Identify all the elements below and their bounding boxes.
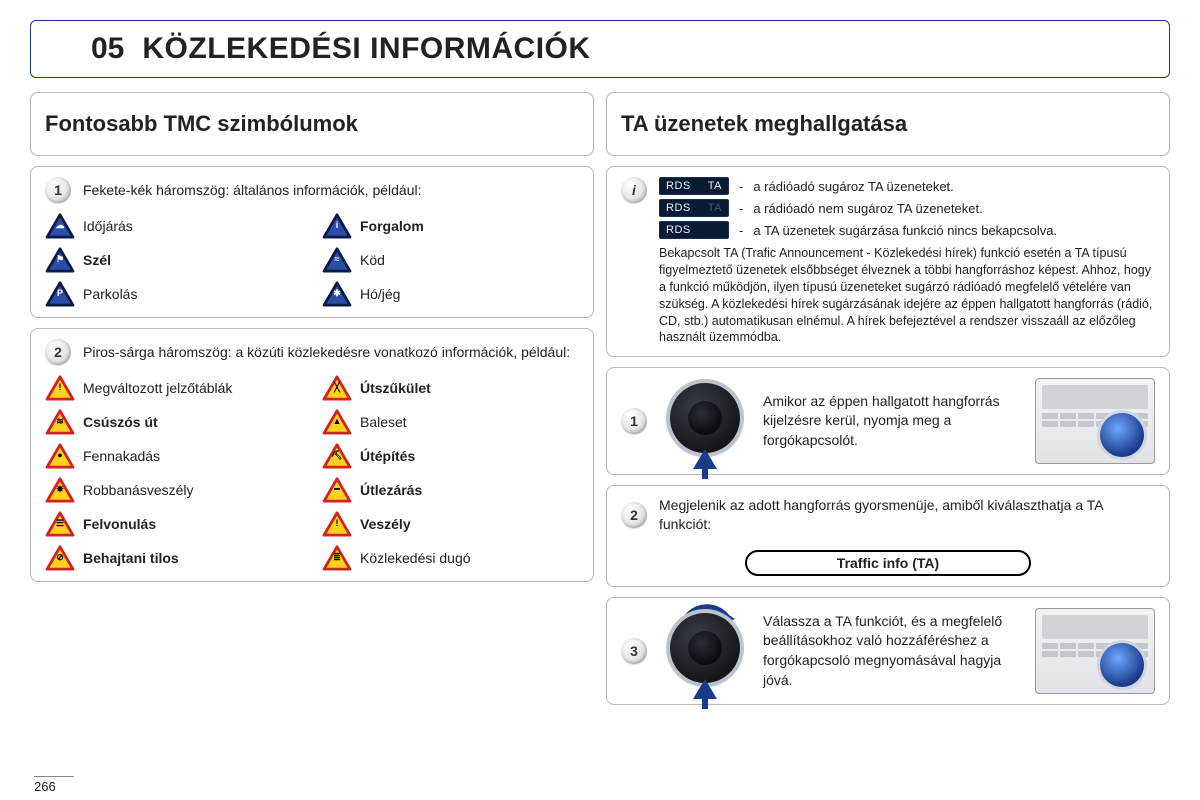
ta-step-3: 3 Válassza a TA funkciót, és a megfelelő… bbox=[606, 597, 1170, 705]
rds-badge: RDSTA bbox=[659, 199, 729, 217]
symbol-label: Felvonulás bbox=[83, 516, 156, 532]
symbol-label: Veszély bbox=[360, 516, 411, 532]
rds-desc: a rádióadó nem sugároz TA üzeneteket. bbox=[753, 201, 982, 216]
tmc-symbol-item: ╳ Útszűkület bbox=[322, 375, 579, 401]
tmc-section-2: 2 Piros-sárga háromszög: a közúti közlek… bbox=[30, 328, 594, 582]
tmc-symbol-item: i Forgalom bbox=[322, 213, 579, 239]
tmc-symbol-item: ⚑ Szél bbox=[45, 247, 302, 273]
step-badge-2: 2 bbox=[45, 339, 71, 365]
section-title: KÖZLEKEDÉSI INFORMÁCIÓK bbox=[142, 32, 590, 66]
symbol-label: Útépítés bbox=[360, 448, 415, 464]
tmc-symbol-item: ✱ Hó/jég bbox=[322, 281, 579, 307]
rds-badge: RDS bbox=[659, 221, 729, 239]
step1-badge: 1 bbox=[621, 408, 647, 434]
tmc-symbol-item: ☰ Felvonulás bbox=[45, 511, 302, 537]
tmc-symbol-item: ≋ Csúszós út bbox=[45, 409, 302, 435]
rds-desc: a rádióadó sugároz TA üzeneteket. bbox=[753, 179, 953, 194]
symbol-label: Robbanásveszély bbox=[83, 482, 194, 498]
triangle-icon: ! bbox=[45, 375, 75, 401]
tmc-symbol-item: ✸ Robbanásveszély bbox=[45, 477, 302, 503]
right-heading-panel: TA üzenetek meghallgatása bbox=[606, 92, 1170, 156]
tmc-symbol-item: ⊘ Behajtani tilos bbox=[45, 545, 302, 571]
rotary-knob-turn-icon bbox=[663, 609, 747, 693]
triangle-icon: ━ bbox=[322, 477, 352, 503]
step1-text: Amikor az éppen hallgatott hangforrás ki… bbox=[763, 392, 1019, 451]
triangle-icon: ⚑ bbox=[45, 247, 75, 273]
rds-desc: a TA üzenetek sugárzása funkció nincs be… bbox=[753, 223, 1057, 238]
triangle-icon: ≈ bbox=[322, 247, 352, 273]
triangle-icon: ! bbox=[322, 511, 352, 537]
ta-step-1: 1 Amikor az éppen hallgatott hangforrás … bbox=[606, 367, 1170, 475]
console-illustration bbox=[1035, 378, 1155, 464]
triangle-icon: ☰ bbox=[45, 511, 75, 537]
left-column: Fontosabb TMC szimbólumok 1 Fekete-kék h… bbox=[30, 92, 594, 705]
symbol-label: Hó/jég bbox=[360, 286, 400, 302]
section-number: 05 bbox=[91, 32, 124, 66]
symbol-label: Megváltozott jelzőtáblák bbox=[83, 380, 232, 396]
tmc-symbol-item: ▲ Baleset bbox=[322, 409, 579, 435]
info-badge: i bbox=[621, 177, 647, 203]
ta-info-panel: i RDSTA - a rádióadó sugároz TA üzenetek… bbox=[606, 166, 1170, 357]
triangle-icon: ⊘ bbox=[45, 545, 75, 571]
tmc-symbol-item: ⛏ Útépítés bbox=[322, 443, 579, 469]
ta-step-2: 2 Megjelenik az adott hangforrás gyorsme… bbox=[606, 485, 1170, 587]
rds-status-row: RDSTA - a rádióadó sugároz TA üzeneteket… bbox=[659, 177, 1155, 195]
step3-text: Válassza a TA funkciót, és a megfelelő b… bbox=[763, 612, 1019, 690]
triangle-icon: ≣ bbox=[322, 545, 352, 571]
tmc-symbol-item: ! Veszély bbox=[322, 511, 579, 537]
tmc-symbol-item: P Parkolás bbox=[45, 281, 302, 307]
traffic-info-pill: Traffic info (TA) bbox=[745, 550, 1031, 576]
triangle-icon: ≋ bbox=[45, 409, 75, 435]
rds-status-row: RDSTA - a rádióadó nem sugároz TA üzenet… bbox=[659, 199, 1155, 217]
tmc-symbol-item: ━ Útlezárás bbox=[322, 477, 579, 503]
symbol-label: Időjárás bbox=[83, 218, 133, 234]
section2-intro: Piros-sárga háromszög: a közúti közleked… bbox=[83, 343, 570, 362]
tmc-symbol-item: ● Fennakadás bbox=[45, 443, 302, 469]
right-heading: TA üzenetek meghallgatása bbox=[621, 111, 1155, 137]
section1-intro: Fekete-kék háromszög: általános informác… bbox=[83, 181, 422, 200]
triangle-icon: P bbox=[45, 281, 75, 307]
rds-status-row: RDS - a TA üzenetek sugárzása funkció ni… bbox=[659, 221, 1155, 239]
triangle-icon: ☁ bbox=[45, 213, 75, 239]
rotary-knob-icon bbox=[663, 379, 747, 463]
triangle-icon: ╳ bbox=[322, 375, 352, 401]
rds-badge: RDSTA bbox=[659, 177, 729, 195]
symbol-label: Parkolás bbox=[83, 286, 137, 302]
left-heading: Fontosabb TMC szimbólumok bbox=[45, 111, 579, 137]
step2-text: Megjelenik az adott hangforrás gyorsmenü… bbox=[659, 496, 1155, 534]
triangle-icon: ⛏ bbox=[322, 443, 352, 469]
symbol-label: Behajtani tilos bbox=[83, 550, 179, 566]
symbol-label: Köd bbox=[360, 252, 385, 268]
dash: - bbox=[739, 179, 743, 194]
ta-explain: Bekapcsolt TA (Trafic Announcement - Köz… bbox=[659, 245, 1155, 346]
step2-badge: 2 bbox=[621, 502, 647, 528]
tmc-symbol-item: ! Megváltozott jelzőtáblák bbox=[45, 375, 302, 401]
tmc-symbol-item: ≣ Közlekedési dugó bbox=[322, 545, 579, 571]
symbol-label: Útszűkület bbox=[360, 380, 431, 396]
page-title-banner: 05 KÖZLEKEDÉSI INFORMÁCIÓK bbox=[30, 20, 1170, 78]
page-number: 266 bbox=[34, 776, 74, 794]
symbol-label: Közlekedési dugó bbox=[360, 550, 471, 566]
symbol-label: Csúszós út bbox=[83, 414, 158, 430]
symbol-label: Útlezárás bbox=[360, 482, 422, 498]
dash: - bbox=[739, 201, 743, 216]
symbol-label: Forgalom bbox=[360, 218, 424, 234]
symbol-label: Szél bbox=[83, 252, 111, 268]
step3-badge: 3 bbox=[621, 638, 647, 664]
console-illustration bbox=[1035, 608, 1155, 694]
tmc-symbol-item: ☁ Időjárás bbox=[45, 213, 302, 239]
triangle-icon: ● bbox=[45, 443, 75, 469]
tmc-section-1: 1 Fekete-kék háromszög: általános inform… bbox=[30, 166, 594, 318]
left-heading-panel: Fontosabb TMC szimbólumok bbox=[30, 92, 594, 156]
triangle-icon: ▲ bbox=[322, 409, 352, 435]
tmc-symbol-item: ≈ Köd bbox=[322, 247, 579, 273]
step-badge-1: 1 bbox=[45, 177, 71, 203]
triangle-icon: ✱ bbox=[322, 281, 352, 307]
triangle-icon: ✸ bbox=[45, 477, 75, 503]
symbol-label: Baleset bbox=[360, 414, 407, 430]
right-column: TA üzenetek meghallgatása i RDSTA - a rá… bbox=[606, 92, 1170, 705]
symbol-label: Fennakadás bbox=[83, 448, 160, 464]
dash: - bbox=[739, 223, 743, 238]
triangle-icon: i bbox=[322, 213, 352, 239]
